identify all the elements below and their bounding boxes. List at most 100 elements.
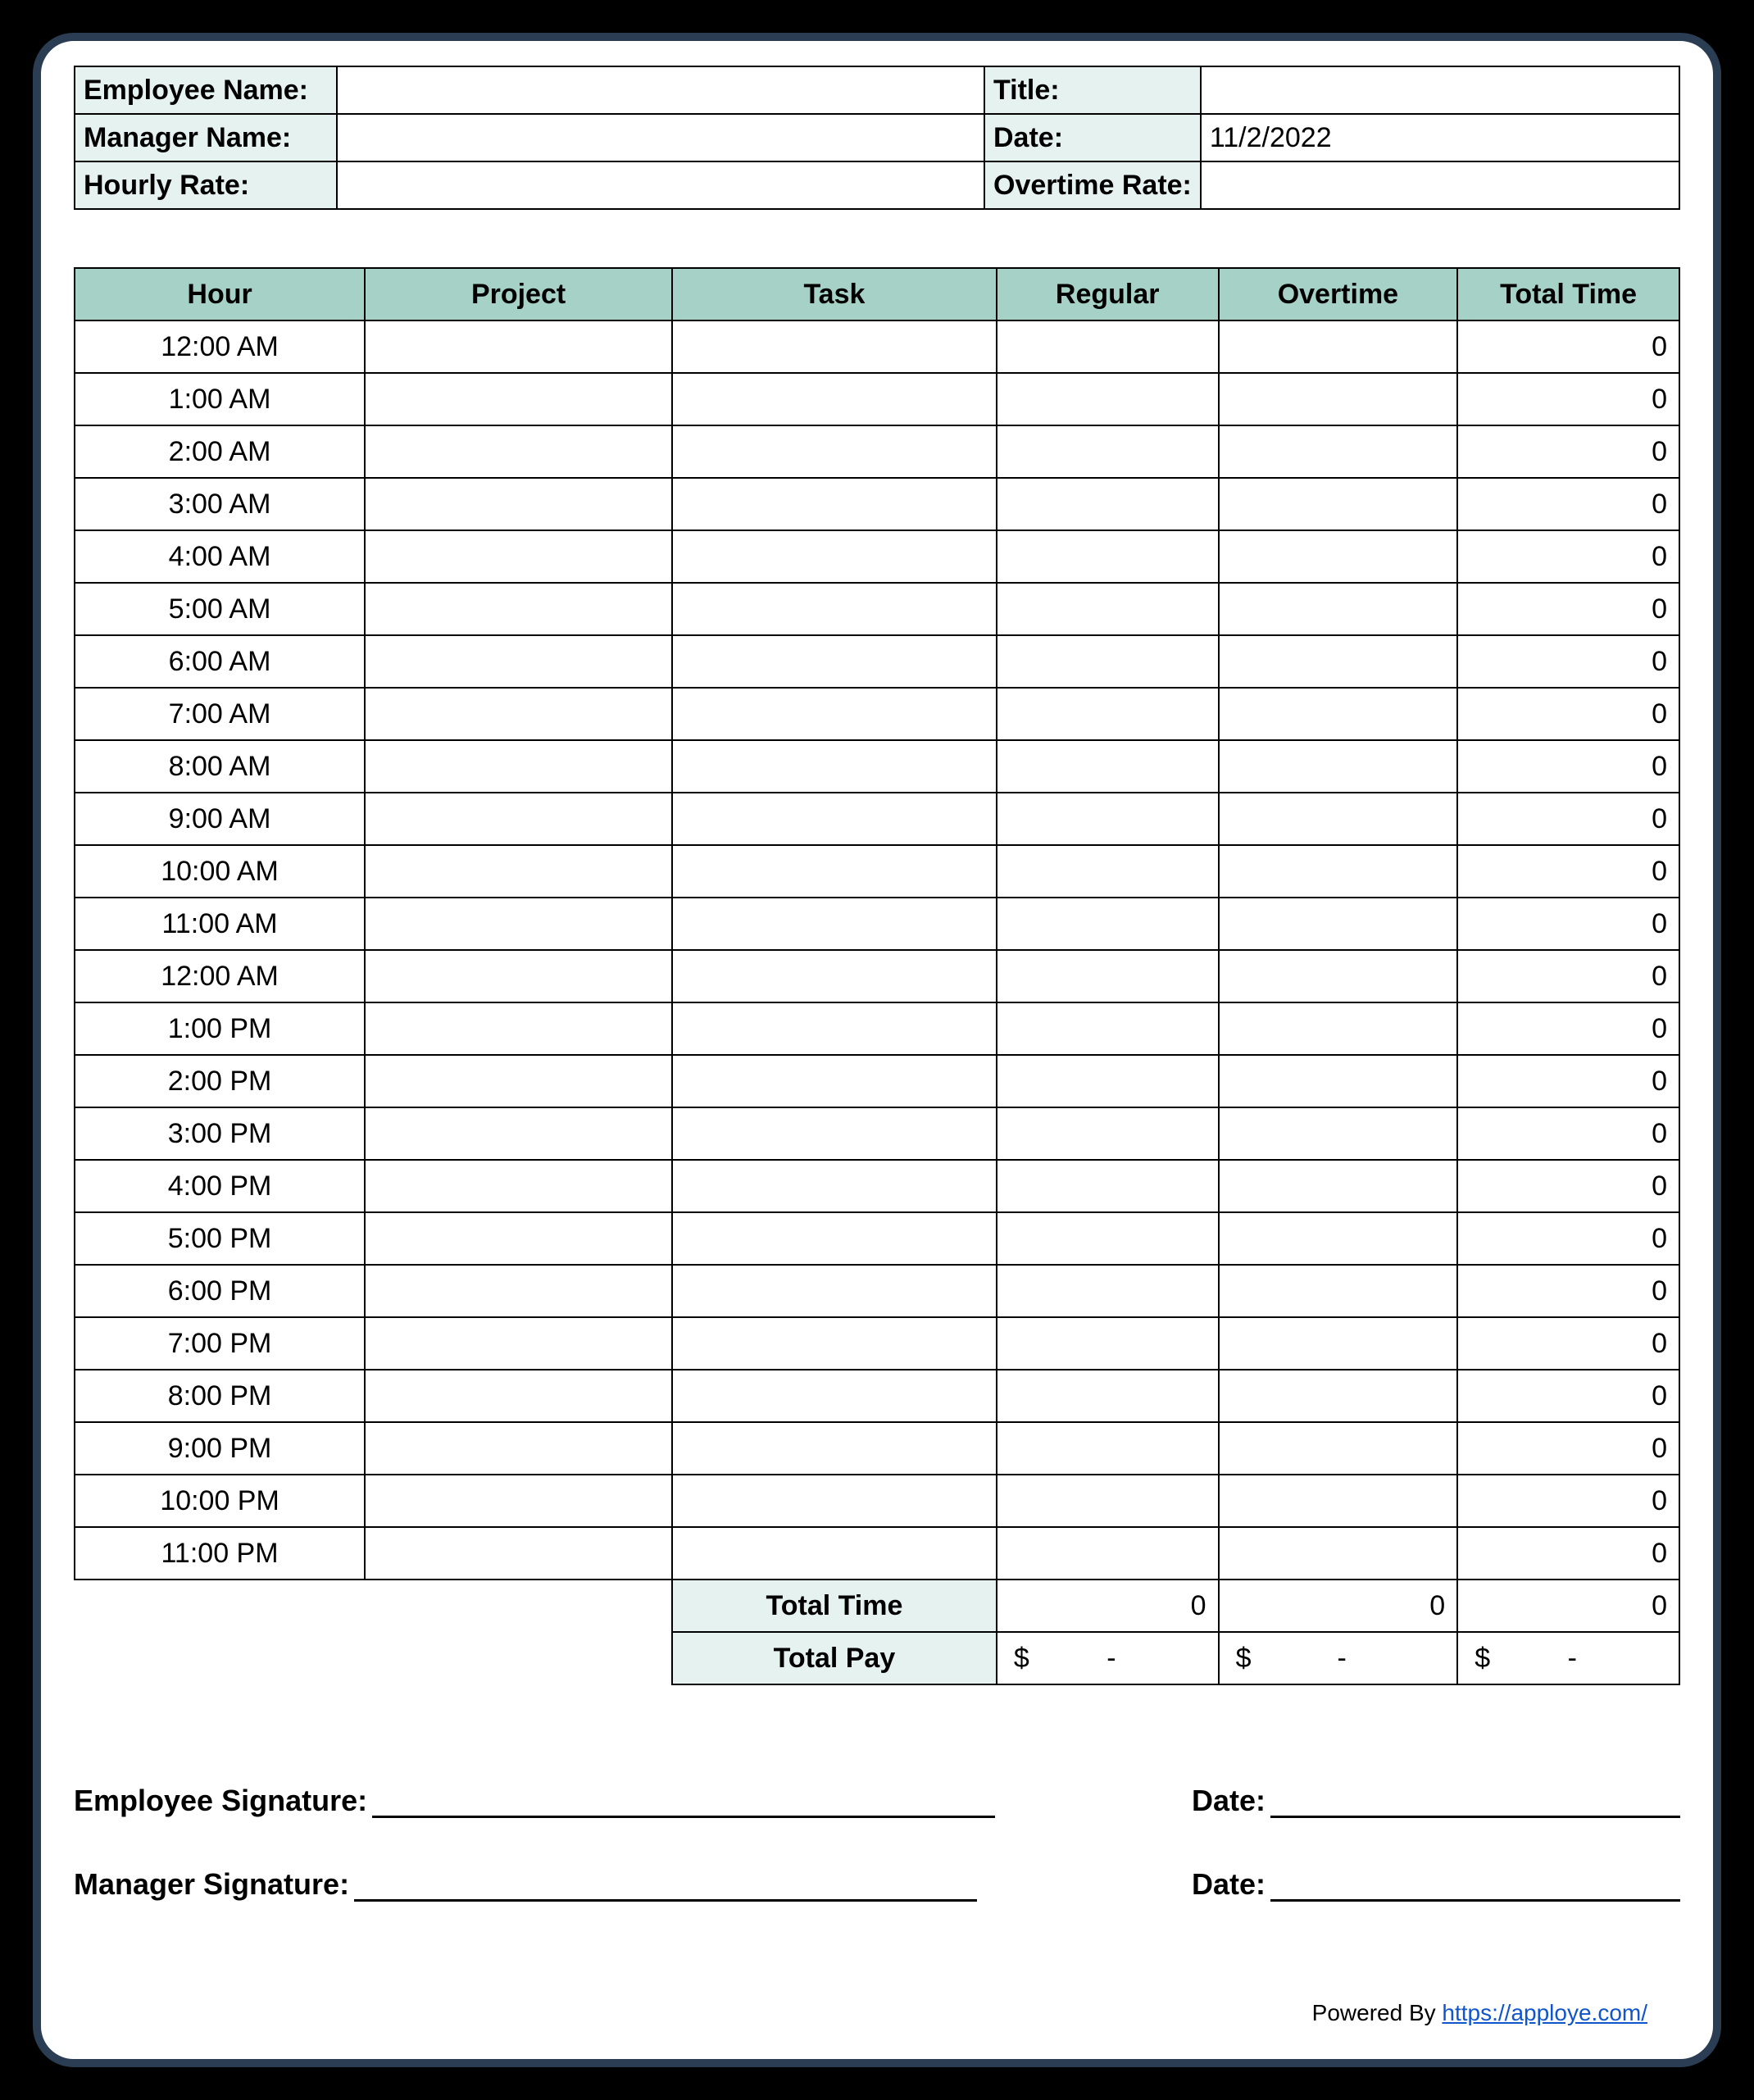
hourly-rate-value[interactable]	[337, 161, 984, 209]
task-cell[interactable]	[672, 478, 997, 530]
signature-date-line-1[interactable]	[1270, 1789, 1680, 1818]
task-cell[interactable]	[672, 950, 997, 1002]
task-cell[interactable]	[672, 740, 997, 793]
overtime-cell[interactable]	[1219, 583, 1458, 635]
regular-cell[interactable]	[997, 688, 1219, 740]
project-cell[interactable]	[365, 898, 672, 950]
project-cell[interactable]	[365, 530, 672, 583]
task-cell[interactable]	[672, 1107, 997, 1160]
overtime-cell[interactable]	[1219, 845, 1458, 898]
regular-cell[interactable]	[997, 1422, 1219, 1475]
overtime-cell[interactable]	[1219, 320, 1458, 373]
overtime-cell[interactable]	[1219, 1002, 1458, 1055]
project-cell[interactable]	[365, 478, 672, 530]
regular-cell[interactable]	[997, 1317, 1219, 1370]
task-cell[interactable]	[672, 583, 997, 635]
regular-cell[interactable]	[997, 1475, 1219, 1527]
task-cell[interactable]	[672, 1212, 997, 1265]
overtime-cell[interactable]	[1219, 1265, 1458, 1317]
overtime-cell[interactable]	[1219, 530, 1458, 583]
regular-cell[interactable]	[997, 1370, 1219, 1422]
regular-cell[interactable]	[997, 1160, 1219, 1212]
overtime-cell[interactable]	[1219, 1422, 1458, 1475]
regular-cell[interactable]	[997, 1527, 1219, 1580]
task-cell[interactable]	[672, 793, 997, 845]
project-cell[interactable]	[365, 1527, 672, 1580]
task-cell[interactable]	[672, 373, 997, 425]
task-cell[interactable]	[672, 1002, 997, 1055]
project-cell[interactable]	[365, 425, 672, 478]
regular-cell[interactable]	[997, 845, 1219, 898]
employee-name-value[interactable]	[337, 66, 984, 114]
overtime-rate-value[interactable]	[1201, 161, 1679, 209]
regular-cell[interactable]	[997, 373, 1219, 425]
project-cell[interactable]	[365, 793, 672, 845]
regular-cell[interactable]	[997, 583, 1219, 635]
overtime-cell[interactable]	[1219, 1475, 1458, 1527]
overtime-cell[interactable]	[1219, 1370, 1458, 1422]
task-cell[interactable]	[672, 1160, 997, 1212]
project-cell[interactable]	[365, 1002, 672, 1055]
task-cell[interactable]	[672, 635, 997, 688]
task-cell[interactable]	[672, 1317, 997, 1370]
project-cell[interactable]	[365, 1422, 672, 1475]
overtime-cell[interactable]	[1219, 1055, 1458, 1107]
task-cell[interactable]	[672, 320, 997, 373]
date-value[interactable]: 11/2/2022	[1201, 114, 1679, 161]
task-cell[interactable]	[672, 1055, 997, 1107]
project-cell[interactable]	[365, 1107, 672, 1160]
overtime-cell[interactable]	[1219, 740, 1458, 793]
task-cell[interactable]	[672, 1422, 997, 1475]
overtime-cell[interactable]	[1219, 898, 1458, 950]
manager-name-value[interactable]	[337, 114, 984, 161]
project-cell[interactable]	[365, 1370, 672, 1422]
task-cell[interactable]	[672, 1370, 997, 1422]
manager-signature-line[interactable]	[354, 1872, 977, 1902]
task-cell[interactable]	[672, 1527, 997, 1580]
task-cell[interactable]	[672, 425, 997, 478]
regular-cell[interactable]	[997, 793, 1219, 845]
project-cell[interactable]	[365, 740, 672, 793]
task-cell[interactable]	[672, 898, 997, 950]
project-cell[interactable]	[365, 320, 672, 373]
regular-cell[interactable]	[997, 740, 1219, 793]
overtime-cell[interactable]	[1219, 1212, 1458, 1265]
task-cell[interactable]	[672, 1475, 997, 1527]
overtime-cell[interactable]	[1219, 688, 1458, 740]
regular-cell[interactable]	[997, 320, 1219, 373]
regular-cell[interactable]	[997, 950, 1219, 1002]
regular-cell[interactable]	[997, 1265, 1219, 1317]
regular-cell[interactable]	[997, 898, 1219, 950]
task-cell[interactable]	[672, 1265, 997, 1317]
regular-cell[interactable]	[997, 425, 1219, 478]
task-cell[interactable]	[672, 530, 997, 583]
task-cell[interactable]	[672, 845, 997, 898]
overtime-cell[interactable]	[1219, 1107, 1458, 1160]
project-cell[interactable]	[365, 1212, 672, 1265]
project-cell[interactable]	[365, 1055, 672, 1107]
overtime-cell[interactable]	[1219, 425, 1458, 478]
overtime-cell[interactable]	[1219, 478, 1458, 530]
overtime-cell[interactable]	[1219, 635, 1458, 688]
regular-cell[interactable]	[997, 1107, 1219, 1160]
overtime-cell[interactable]	[1219, 1160, 1458, 1212]
project-cell[interactable]	[365, 583, 672, 635]
project-cell[interactable]	[365, 1475, 672, 1527]
project-cell[interactable]	[365, 373, 672, 425]
regular-cell[interactable]	[997, 530, 1219, 583]
project-cell[interactable]	[365, 688, 672, 740]
title-value[interactable]	[1201, 66, 1679, 114]
project-cell[interactable]	[365, 1160, 672, 1212]
regular-cell[interactable]	[997, 1055, 1219, 1107]
overtime-cell[interactable]	[1219, 793, 1458, 845]
regular-cell[interactable]	[997, 1002, 1219, 1055]
footer-link[interactable]: https://apploye.com/	[1442, 2000, 1647, 2025]
regular-cell[interactable]	[997, 1212, 1219, 1265]
project-cell[interactable]	[365, 1265, 672, 1317]
project-cell[interactable]	[365, 635, 672, 688]
project-cell[interactable]	[365, 845, 672, 898]
overtime-cell[interactable]	[1219, 1317, 1458, 1370]
overtime-cell[interactable]	[1219, 950, 1458, 1002]
project-cell[interactable]	[365, 950, 672, 1002]
project-cell[interactable]	[365, 1317, 672, 1370]
